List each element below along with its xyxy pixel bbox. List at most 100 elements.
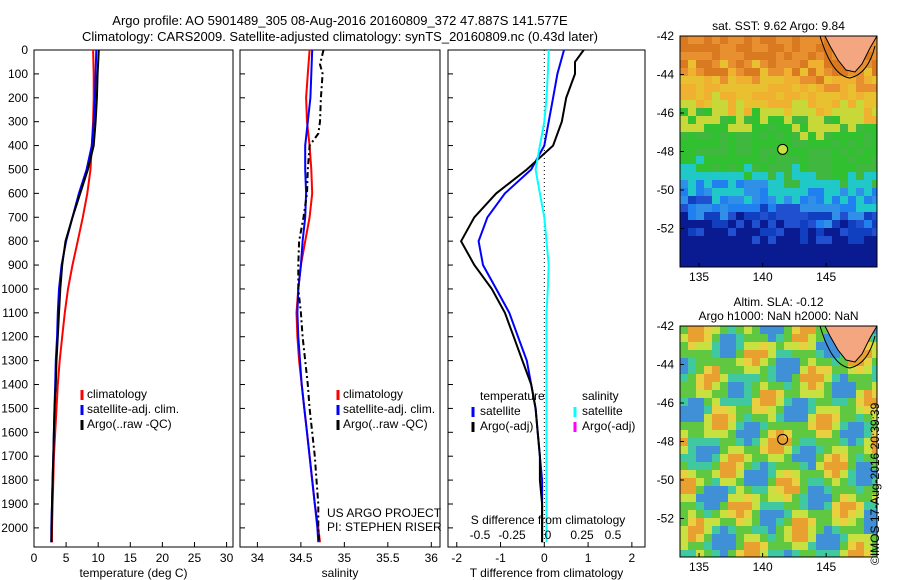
legend-label: satellite-adj. clim. — [343, 402, 435, 416]
map-x-tick-label: 135 — [689, 560, 709, 574]
y-tick-label: 1500 — [1, 401, 28, 415]
panel-frame-temperature — [33, 49, 234, 548]
x-tick-label: 1 — [585, 551, 592, 565]
x-tick-label: 0 — [541, 551, 548, 565]
x-tick-label: 35.5 — [376, 551, 400, 565]
y-tick-label: 1100 — [2, 306, 28, 320]
map-sla-map — [680, 326, 877, 557]
y-tick-label: 1000 — [1, 282, 28, 296]
y-tick-label: 700 — [8, 210, 28, 224]
x-axis-label: salinity — [322, 566, 359, 580]
map-y-tick-label: -48 — [657, 145, 675, 159]
map-y-tick-label: -52 — [657, 222, 675, 236]
map-y-tick-label: -50 — [657, 183, 675, 197]
legend-label: satellite-adj. clim. — [87, 402, 179, 416]
y-tick-label: 1600 — [1, 425, 28, 439]
x-tick-label: -2 — [451, 551, 462, 565]
y-tick-label: 900 — [8, 258, 28, 272]
y-tick-label: 1400 — [1, 378, 28, 392]
y-tick-label: 200 — [8, 91, 28, 105]
x-tick-label: 35 — [338, 551, 352, 565]
legend-heading: salinity — [582, 389, 619, 403]
map-y-tick-label: -46 — [657, 396, 675, 410]
map-sst-map — [680, 36, 877, 267]
s-axis-label: S difference from climatology — [471, 513, 626, 527]
x-axis-label: T difference from climatology — [470, 566, 624, 580]
s-tick-label: 0.5 — [605, 528, 622, 542]
panel-frame-difference — [447, 49, 646, 548]
map-title: sat. SST: 9.62 Argo: 9.84 — [712, 19, 845, 33]
s-tick-label: 0.25 — [570, 528, 594, 542]
copyright-stamp: ©IMOS 17-Aug-2016 20:39:39 — [868, 402, 882, 565]
title-line-2: Climatology: CARS2009. Satellite-adjuste… — [82, 29, 598, 44]
coastline-tasmania — [824, 326, 877, 363]
map-title: Altim. SLA: -0.12 — [733, 295, 823, 309]
x-tick-label: 30 — [220, 551, 234, 565]
legend-label: climatology — [343, 387, 403, 401]
y-tick-label: 2000 — [1, 521, 28, 535]
x-tick-label: 10 — [92, 551, 106, 565]
y-tick-label: 1900 — [1, 497, 28, 511]
legend-label: Argo(-adj) — [480, 419, 533, 433]
map-y-tick-label: -44 — [657, 358, 675, 372]
series-salinity-satellite-adj-clim- — [296, 49, 320, 543]
map-y-tick-label: -42 — [657, 319, 675, 333]
y-tick-label: 1700 — [1, 449, 28, 463]
s-tick-label: 0 — [545, 528, 552, 542]
x-tick-label: 20 — [156, 551, 170, 565]
legend-label: satellite — [480, 404, 521, 418]
y-tick-label: 0 — [21, 43, 28, 57]
y-tick-label: 100 — [8, 67, 28, 81]
x-tick-label: 25 — [188, 551, 202, 565]
legend-label: climatology — [87, 387, 147, 401]
x-tick-label: 36 — [425, 551, 439, 565]
y-tick-label: 800 — [8, 234, 28, 248]
panel-frame-salinity — [239, 49, 441, 548]
x-tick-label: -1 — [495, 551, 506, 565]
series-temperature-satellite-adj-clim- — [50, 49, 98, 543]
legend-label: Argo(..raw -QC) — [87, 417, 172, 431]
map-y-tick-label: -52 — [657, 512, 675, 526]
annotation-label: PI: STEPHEN RISER — [327, 520, 442, 534]
coastline-tasmania — [824, 36, 877, 73]
title-line-1: Argo profile: AO 5901489_305 08-Aug-2016… — [112, 13, 568, 28]
map-subtitle: Argo h1000: NaN h2000: NaN — [698, 309, 858, 323]
map-y-tick-label: -44 — [657, 68, 675, 82]
x-tick-label: 2 — [629, 551, 636, 565]
x-tick-label: 34.5 — [289, 551, 313, 565]
x-axis-label: temperature (deg C) — [79, 566, 187, 580]
series-difference-temperature-satellite — [477, 49, 565, 543]
legend-heading: temperature — [480, 389, 545, 403]
y-tick-label: 500 — [8, 162, 28, 176]
map-y-tick-label: -42 — [657, 29, 675, 43]
y-tick-label: 1800 — [1, 473, 28, 487]
y-tick-label: 1200 — [1, 330, 28, 344]
isobath-line — [819, 326, 876, 369]
series-temperature-argo-raw-qc- — [50, 49, 100, 543]
isobath-line — [819, 36, 876, 79]
map-y-tick-label: -48 — [657, 435, 675, 449]
series-difference-temperature-argo-adj- — [459, 49, 585, 543]
map-y-tick-label: -50 — [657, 473, 675, 487]
map-x-tick-label: 140 — [753, 560, 773, 574]
x-tick-label: 34 — [251, 551, 265, 565]
y-tick-label: 300 — [8, 115, 28, 129]
legend-label: Argo(..raw -QC) — [343, 417, 428, 431]
series-difference-salinity-satellite — [534, 49, 550, 543]
map-x-tick-label: 145 — [816, 270, 836, 284]
map-x-tick-label: 145 — [816, 560, 836, 574]
annotation-label: US ARGO PROJECT — [327, 506, 442, 520]
map-x-tick-label: 140 — [753, 270, 773, 284]
legend-label: satellite — [582, 404, 623, 418]
legend-label: Argo(-adj) — [582, 419, 635, 433]
map-x-tick-label: 135 — [689, 270, 709, 284]
y-tick-label: 600 — [8, 186, 28, 200]
x-tick-label: 15 — [124, 551, 138, 565]
argo-marker — [777, 433, 789, 445]
map-y-tick-label: -46 — [657, 106, 675, 120]
x-tick-label: 0 — [31, 551, 38, 565]
y-tick-label: 400 — [8, 139, 28, 153]
x-tick-label: 5 — [63, 551, 70, 565]
argo-marker — [777, 143, 789, 155]
